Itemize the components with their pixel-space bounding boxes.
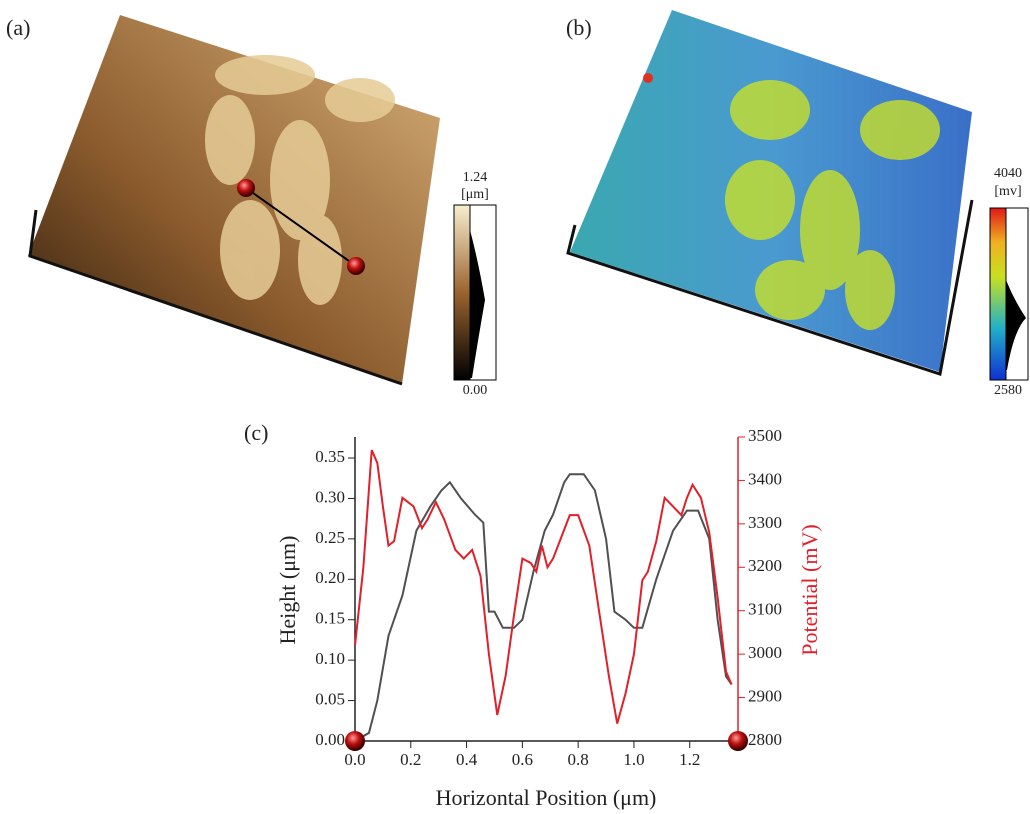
y-tick-label: 0.05 [315, 689, 345, 708]
height-map [28, 15, 496, 384]
colorbar-unit: [μm] [461, 187, 489, 202]
colorbar-max: 4040 [994, 166, 1022, 181]
y2-tick-label: 3000 [748, 643, 782, 662]
colorbar-unit: [mv] [994, 184, 1021, 199]
colorbar-min: 0.00 [463, 383, 488, 398]
x-tick-label: 0.8 [568, 750, 589, 769]
y2-tick-label: 3400 [748, 469, 782, 488]
panel-label: (c) [244, 420, 268, 445]
x-tick-label: 0.4 [456, 750, 478, 769]
colorbar-max: 1.24 [463, 170, 488, 185]
profile-endpoint [728, 731, 748, 751]
x-tick-label: 0.0 [344, 750, 365, 769]
x-tick-label: 0.2 [400, 750, 421, 769]
y-tick-label: 0.35 [315, 447, 345, 466]
y2-tick-label: 3300 [748, 513, 782, 532]
y2-tick-label: 3500 [748, 426, 782, 445]
y-tick-label: 0.25 [315, 528, 345, 547]
panel-label: (a) [6, 15, 30, 40]
panel-label: (b) [566, 15, 592, 40]
series-line [355, 450, 732, 724]
potential-map [568, 10, 1028, 380]
x-tick-label: 1.0 [623, 750, 644, 769]
y2-tick-label: 2800 [748, 730, 782, 749]
y-tick-label: 0.30 [315, 487, 345, 506]
series-line [355, 474, 732, 741]
y2-axis-title: Potential (mV) [797, 524, 822, 655]
profile-endpoint [345, 731, 365, 751]
y-tick-label: 0.15 [315, 609, 345, 628]
y-tick-label: 0.00 [315, 730, 345, 749]
x-axis-title: Horizontal Position (μm) [436, 785, 657, 810]
y-tick-label: 0.20 [315, 568, 345, 587]
y2-tick-label: 3100 [748, 600, 782, 619]
y-axis-title: Height (μm) [275, 536, 300, 645]
colorbar-min: 2580 [994, 383, 1022, 398]
y2-tick-label: 3200 [748, 556, 782, 575]
y-tick-label: 0.10 [315, 649, 345, 668]
figure: (a) 1.24 [μm] 0.00 (b) 4040 [mv] 2580 (c… [0, 0, 1030, 814]
x-tick-label: 0.6 [512, 750, 533, 769]
y2-tick-label: 2900 [748, 686, 782, 705]
x-tick-label: 1.2 [679, 750, 700, 769]
